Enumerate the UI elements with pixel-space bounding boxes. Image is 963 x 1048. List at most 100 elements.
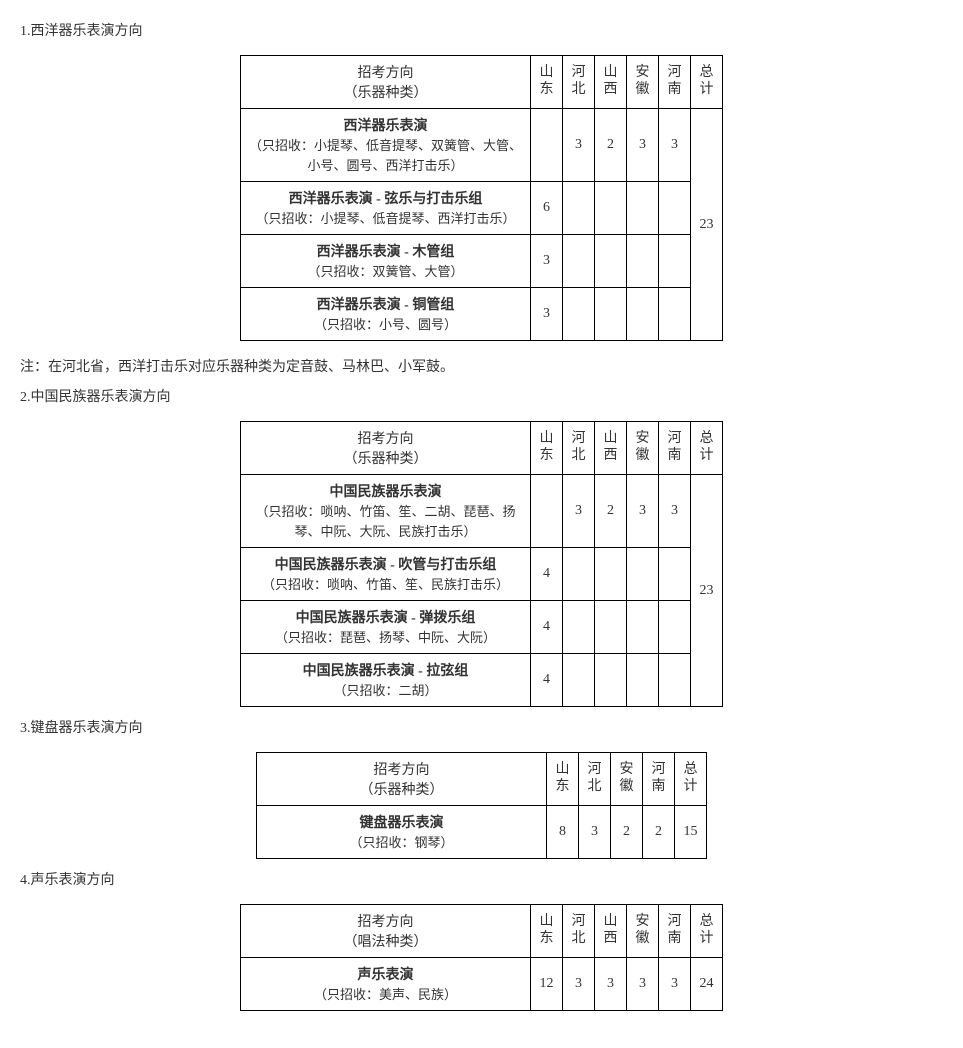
row-description: 中国民族器乐表演 - 拉弦组 （只招收：二胡）: [241, 654, 531, 707]
row-name: 键盘器乐表演: [360, 816, 444, 831]
header-province: 安徽: [611, 753, 643, 806]
header-direction-sub: （乐器种类）: [360, 783, 444, 798]
row-description: 键盘器乐表演 （只招收：钢琴）: [257, 806, 547, 859]
cell-value: [563, 288, 595, 341]
table-row: 西洋器乐表演 （只招收：小提琴、低音提琴、双簧管、大管、小号、圆号、西洋打击乐） 3…: [241, 109, 723, 182]
row-description: 西洋器乐表演 - 弦乐与打击乐组（只招收：小提琴、低音提琴、西洋打击乐）: [241, 182, 531, 235]
cell-value: 8: [547, 806, 579, 859]
header-province: 安徽: [627, 422, 659, 475]
header-direction: 招考方向 （乐器种类）: [257, 753, 547, 806]
province-label: 河北: [572, 914, 586, 946]
cell-value: [659, 548, 691, 601]
cell-value: 4: [531, 548, 563, 601]
total-value: 23: [691, 475, 723, 707]
row-sub: （只招收：双簧管、大管）: [307, 264, 463, 279]
header-direction: 招考方向（乐器种类）: [241, 56, 531, 109]
province-label: 河南: [652, 762, 666, 794]
cell-value: [563, 182, 595, 235]
province-label: 河北: [572, 431, 586, 463]
province-label: 山西: [604, 431, 618, 463]
cell-value: [627, 235, 659, 288]
cell-value: [659, 601, 691, 654]
cell-value: 3: [595, 958, 627, 1011]
total-label: 总计: [700, 431, 714, 463]
enrollment-table: 招考方向（乐器种类）山东河北山西安徽河南总计中国民族器乐表演（只招收：唢呐、竹笛…: [240, 421, 723, 707]
cell-value: 3: [627, 109, 659, 182]
table-row: 西洋器乐表演 - 铜管组（只招收：小号、圆号）3: [241, 288, 723, 341]
section-note: 注：在河北省，西洋打击乐对应乐器种类为定音鼓、马林巴、小军鼓。: [20, 356, 943, 376]
enrollment-table: 招考方向（唱法种类）山东河北山西安徽河南总计声乐表演（只招收：美声、民族）123…: [240, 904, 723, 1011]
province-label: 山东: [540, 65, 554, 97]
cell-value: 2: [643, 806, 675, 859]
header-province: 河北: [563, 422, 595, 475]
cell-value: [595, 182, 627, 235]
cell-value: [659, 182, 691, 235]
header-province: 河南: [659, 422, 691, 475]
table-row: 中国民族器乐表演（只招收：唢呐、竹笛、笙、二胡、琵琶、扬琴、中阮、大阮、民族打击…: [241, 475, 723, 548]
table-row: 键盘器乐表演（只招收：钢琴）832215: [257, 806, 707, 859]
row-sub: （只招收：小提琴、低音提琴、双簧管、大管、小号、圆号、西洋打击乐）: [249, 138, 522, 173]
cell-value: [627, 548, 659, 601]
cell-value: 3: [531, 288, 563, 341]
row-sub: （只招收：二胡）: [333, 683, 437, 698]
header-direction-main: 招考方向: [374, 763, 430, 778]
header-province: 河北: [563, 905, 595, 958]
cell-value: [627, 654, 659, 707]
row-name: 西洋器乐表演: [344, 119, 428, 134]
province-label: 山西: [604, 914, 618, 946]
cell-value: [659, 654, 691, 707]
header-total: 总计: [691, 56, 723, 109]
header-province: 河南: [659, 56, 691, 109]
header-province: 山东: [531, 56, 563, 109]
cell-value: [563, 235, 595, 288]
cell-value: 4: [531, 601, 563, 654]
cell-value: 2: [595, 475, 627, 548]
cell-value: [595, 548, 627, 601]
province-label: 山西: [604, 65, 618, 97]
header-direction-main: 招考方向: [358, 66, 414, 81]
row-sub: （只招收：唢呐、竹笛、笙、二胡、琵琶、扬琴、中阮、大阮、民族打击乐）: [255, 504, 515, 539]
cell-value: [563, 548, 595, 601]
row-sub: （只招收：钢琴）: [349, 835, 453, 850]
row-description: 西洋器乐表演 （只招收：小提琴、低音提琴、双簧管、大管、小号、圆号、西洋打击乐）: [241, 109, 531, 182]
section-title: 1.西洋器乐表演方向: [20, 20, 943, 40]
header-province: 安徽: [627, 905, 659, 958]
cell-value: [595, 235, 627, 288]
row-name: 中国民族器乐表演 - 拉弦组: [303, 664, 469, 679]
cell-value: [563, 654, 595, 707]
table-row: 中国民族器乐表演 - 拉弦组（只招收：二胡）4: [241, 654, 723, 707]
cell-value: 3: [531, 235, 563, 288]
row-sub: （只招收：小提琴、低音提琴、西洋打击乐）: [255, 211, 515, 226]
row-name: 中国民族器乐表演 - 吹管与打击乐组: [275, 558, 497, 573]
row-description: 西洋器乐表演 - 木管组（只招收：双簧管、大管）: [241, 235, 531, 288]
province-label: 山东: [556, 762, 570, 794]
cell-value: 3: [579, 806, 611, 859]
section-title: 2.中国民族器乐表演方向: [20, 386, 943, 406]
province-label: 安徽: [636, 65, 650, 97]
cell-value: 2: [611, 806, 643, 859]
header-province: 河南: [643, 753, 675, 806]
header-province: 山西: [595, 56, 627, 109]
cell-value: [595, 601, 627, 654]
cell-value: 3: [627, 958, 659, 1011]
header-direction: 招考方向（乐器种类）: [241, 422, 531, 475]
cell-value: [627, 601, 659, 654]
row-name: 西洋器乐表演 - 铜管组: [317, 298, 455, 313]
cell-value: 12: [531, 958, 563, 1011]
table-row: 中国民族器乐表演 - 吹管与打击乐组（只招收：唢呐、竹笛、笙、民族打击乐）4: [241, 548, 723, 601]
header-province: 河南: [659, 905, 691, 958]
header-direction-sub: （唱法种类）: [344, 935, 428, 950]
cell-value: [627, 288, 659, 341]
province-label: 河南: [668, 431, 682, 463]
header-total: 总计: [691, 422, 723, 475]
section-title: 3.键盘器乐表演方向: [20, 717, 943, 737]
header-province: 安徽: [627, 56, 659, 109]
header-total: 总计: [675, 753, 707, 806]
cell-value: [659, 235, 691, 288]
header-province: 山西: [595, 422, 627, 475]
enrollment-table: 招考方向（乐器种类）山东河北安徽河南总计键盘器乐表演（只招收：钢琴）832215: [256, 752, 707, 859]
total-value: 23: [691, 109, 723, 341]
row-description: 中国民族器乐表演 - 吹管与打击乐组（只招收：唢呐、竹笛、笙、民族打击乐）: [241, 548, 531, 601]
table-row: 中国民族器乐表演 - 弹拨乐组（只招收：琵琶、扬琴、中阮、大阮）4: [241, 601, 723, 654]
header-direction-sub: （乐器种类）: [344, 452, 428, 467]
